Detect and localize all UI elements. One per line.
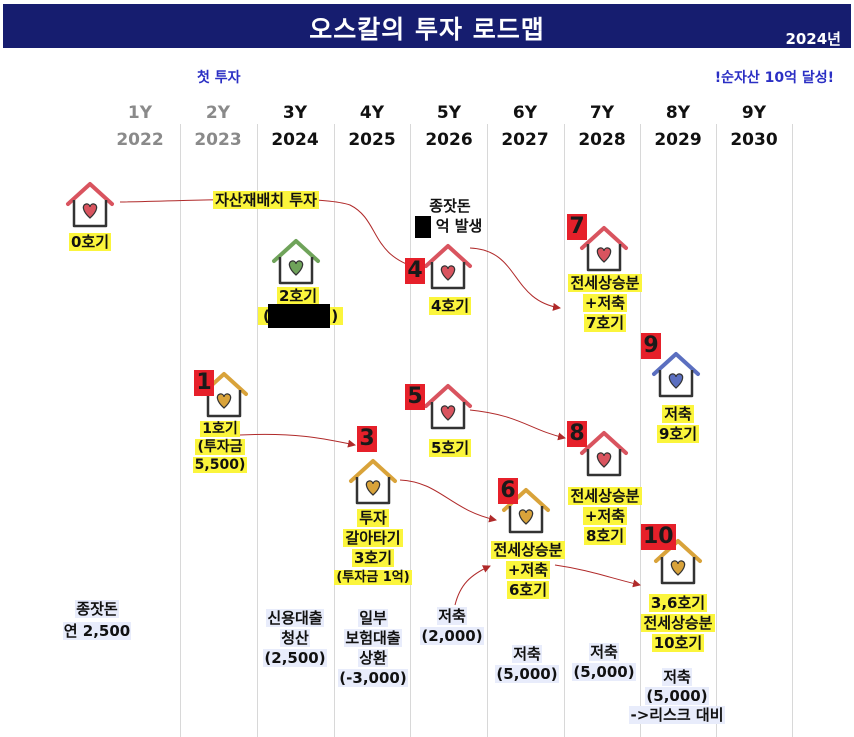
- house-4-icon: [424, 244, 472, 290]
- timeline-column: 1Y 2022: [102, 100, 178, 154]
- timeline-column: 9Y 2030: [716, 100, 792, 154]
- timeline-year-index: 3Y: [282, 103, 308, 123]
- house-8-number-badge: 8: [567, 421, 587, 447]
- page-title: 오스칼의 투자 로드맵: [309, 15, 545, 44]
- house-10-label: 3,6호기 전세상승분 10호기: [641, 594, 715, 652]
- timeline-divider: [257, 124, 258, 737]
- timeline-year: 2029: [654, 130, 702, 150]
- house-3-label: 투자 갈아타기 3호기 (투자금 1억): [334, 509, 412, 585]
- first-investment-note: 첫 투자: [197, 70, 241, 86]
- house-2-icon: [272, 239, 320, 285]
- house-7-number-badge: 7: [567, 214, 587, 240]
- timeline-column: 2Y 2023: [180, 100, 256, 154]
- timeline-divider: [792, 124, 793, 737]
- arrow-house1-to-house3: [239, 433, 356, 448]
- house-2-label: 2호기: [276, 287, 320, 305]
- timeline-divider: [564, 124, 565, 737]
- timeline-column: 8Y 2029: [640, 100, 716, 154]
- timeline-year-index: 5Y: [436, 103, 462, 123]
- house-7-label: 전세상승분 +저축 7호기: [568, 274, 642, 332]
- house-3-number-badge: 3: [357, 426, 377, 452]
- house-10-number-badge: 10: [641, 524, 676, 550]
- house-0-label: 0호기: [68, 233, 112, 251]
- timeline-year-index: 1Y: [127, 103, 153, 123]
- header-banner: 오스칼의 투자 로드맵 2024년: [3, 4, 851, 48]
- house-0-icon: [66, 182, 114, 228]
- timeline-column: 7Y 2028: [564, 100, 640, 154]
- timeline-year: 2022: [116, 130, 164, 150]
- insurance-loan-note: 일부 보험대출 상환 (-3,000): [338, 609, 408, 687]
- house-6-number-badge: 6: [498, 478, 518, 504]
- timeline-divider: [180, 124, 181, 737]
- timeline-year: 2024: [271, 130, 319, 150]
- saving-2026-note: 저축 (2,000): [420, 607, 484, 645]
- house-9-icon: [652, 352, 700, 398]
- house-8-label: 전세상승분 +저축 8호기: [568, 487, 642, 545]
- timeline-divider: [487, 124, 488, 737]
- house-1-label: 1호기 (투자금 5,500): [192, 421, 248, 473]
- timeline-year: 2030: [730, 130, 778, 150]
- house-5-number-badge: 5: [405, 384, 425, 410]
- timeline-year: 2025: [348, 130, 396, 150]
- house-6-label: 전세상승분 +저축 6호기: [491, 541, 565, 599]
- house-1-number-badge: 1: [194, 370, 214, 396]
- timeline-year-index: 4Y: [359, 103, 385, 123]
- reallocation-annotation: 자산재배치 투자: [213, 191, 319, 209]
- timeline-column: 6Y 2027: [487, 100, 563, 154]
- house-9-label: 저축 9호기: [656, 405, 700, 443]
- arrow-house0-to-house4: [119, 198, 419, 271]
- house-4-number-badge: 4: [405, 258, 425, 284]
- saving-2027-note: 저축 (5,000): [495, 645, 559, 683]
- saving-2028-note: 저축 (5,000): [572, 643, 636, 681]
- timeline-divider: [640, 124, 641, 737]
- timeline-year: 2027: [501, 130, 549, 150]
- house-9-number-badge: 9: [641, 333, 661, 359]
- timeline-divider: [334, 124, 335, 737]
- redaction-block: [268, 304, 330, 328]
- arrow-house3-to-house6: [399, 479, 497, 523]
- credit-loan-note: 신용대출 청산 (2,500): [263, 609, 327, 667]
- arrow-house6-to-house10: [554, 564, 641, 588]
- timeline-year: 2026: [425, 130, 473, 150]
- house-5-label: 5호기: [428, 439, 472, 457]
- arrow-house4-to-house7: [469, 247, 561, 311]
- timeline-year-index: 7Y: [589, 103, 615, 123]
- house-7-icon: [580, 226, 628, 272]
- timeline-year: 2028: [578, 130, 626, 150]
- timeline-column: 5Y 2026: [411, 100, 487, 154]
- house-10-icon: [654, 539, 702, 585]
- header-year: 2024년: [785, 30, 841, 48]
- timeline-divider: [716, 124, 717, 737]
- redaction-block: [415, 216, 431, 238]
- timeline-column: 3Y 2024: [257, 100, 333, 154]
- house-5-icon: [424, 384, 472, 430]
- seed-event-annotation: 종잣돈 억 발생: [429, 197, 483, 235]
- timeline-year-index: 9Y: [741, 103, 767, 123]
- timeline-year-index: 8Y: [665, 103, 691, 123]
- house-3-icon: [349, 459, 397, 505]
- saving-2029-note: 저축 (5,000) ->리스크 대비: [629, 668, 725, 724]
- timeline-year: 2023: [194, 130, 242, 150]
- seed-money-note: 종잣돈 연 2,500: [62, 600, 132, 640]
- timeline-divider: [410, 124, 411, 737]
- arrow-saving-to-house6: [454, 565, 491, 606]
- goal-note: !순자산 10억 달성!: [714, 70, 834, 86]
- timeline-year-index: 2Y: [205, 103, 231, 123]
- timeline-year-index: 6Y: [512, 103, 538, 123]
- house-8-icon: [580, 431, 628, 477]
- arrow-house5-to-house8: [469, 409, 566, 441]
- house-4-label: 4호기: [428, 297, 472, 315]
- timeline-column: 4Y 2025: [334, 100, 410, 154]
